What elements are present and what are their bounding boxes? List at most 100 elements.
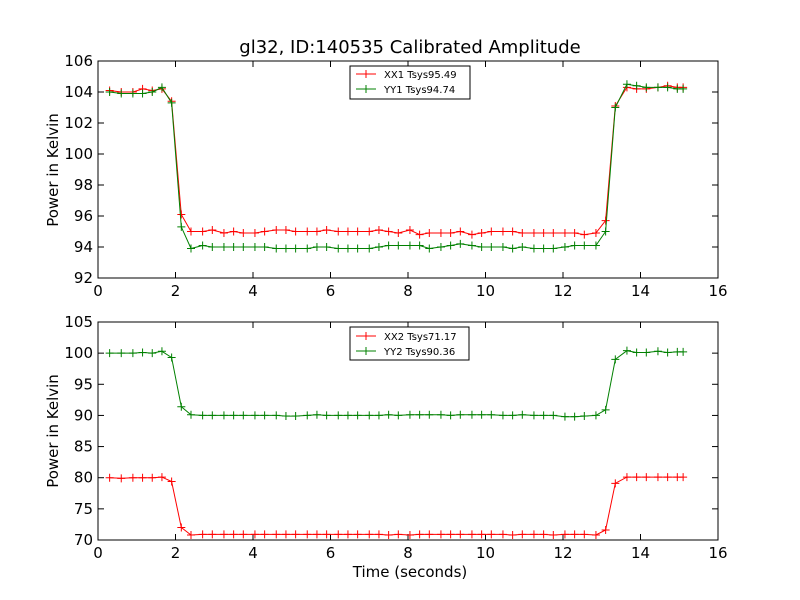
data-point [591, 531, 600, 540]
data-point [384, 227, 393, 236]
data-point [601, 526, 610, 535]
data-point [611, 355, 620, 364]
data-point [487, 410, 496, 419]
data-point [250, 243, 259, 251]
data-point [177, 523, 186, 532]
x-tick-label: 2 [171, 544, 181, 562]
x-tick-label: 12 [553, 544, 572, 562]
data-point [157, 473, 166, 482]
data-point [560, 243, 569, 251]
data-point [436, 243, 445, 251]
data-point [570, 530, 579, 539]
data-point [549, 531, 558, 540]
data-point [653, 347, 662, 356]
data-point [303, 244, 312, 253]
data-point [281, 244, 290, 253]
data-point [653, 473, 662, 482]
x-axis-label: Time (seconds) [352, 563, 468, 581]
legend-entry: XX2 Tsys71.17 [356, 332, 457, 343]
legend-box [349, 326, 470, 361]
data-point [177, 210, 186, 219]
data-point [487, 530, 496, 539]
data-point [394, 530, 403, 539]
legend-entry: YY1 Tsys94.74 [356, 85, 455, 96]
legend-entry: YY2 Tsys90.36 [356, 347, 455, 358]
data-point [436, 229, 445, 238]
data-point [198, 227, 207, 236]
legend-marker [362, 347, 370, 355]
data-point [456, 410, 465, 419]
data-point [239, 243, 248, 251]
data-point [229, 530, 238, 539]
data-point [405, 241, 414, 250]
data-point [128, 473, 137, 482]
data-point [518, 530, 527, 539]
data-point [187, 244, 195, 253]
data-point [384, 241, 393, 250]
data-point [343, 227, 352, 236]
y-tick-label: 106 [64, 52, 93, 70]
bottom-plot: Power in Kelvin Time (seconds) 0 2 4 6 8 10 12… [44, 313, 728, 581]
data-point [208, 225, 217, 234]
data-point [272, 411, 281, 420]
data-point [272, 244, 281, 253]
x-tick-label: 12 [553, 282, 572, 300]
data-point [663, 348, 672, 357]
data-point [177, 222, 186, 231]
data-point [642, 83, 651, 92]
data-point [148, 88, 157, 96]
data-point [415, 410, 424, 419]
data-point [187, 227, 195, 236]
x-tick-label: 6 [326, 282, 336, 300]
data-point [529, 411, 538, 420]
data-point [239, 530, 248, 539]
data-point [353, 530, 362, 539]
top-plot-frame [97, 60, 719, 279]
y-tick-label: 105 [64, 313, 93, 331]
data-point [591, 241, 600, 250]
data-point [467, 410, 476, 419]
x-tick-label: 6 [326, 544, 336, 562]
data-point [487, 227, 496, 236]
data-point [229, 227, 238, 236]
data-point [632, 81, 641, 90]
x-tick-label: 0 [93, 544, 103, 562]
data-point [365, 411, 374, 420]
data-point [250, 229, 259, 238]
data-point [260, 530, 269, 539]
y-tick-label: 75 [74, 500, 93, 518]
data-point [456, 227, 465, 236]
data-point [198, 411, 207, 420]
data-point [632, 348, 641, 357]
bottom-legend: XX2 Tsys71.17 YY2 Tsys90.36 [349, 326, 470, 361]
data-point [272, 225, 281, 234]
data-point [415, 530, 424, 539]
data-point [281, 412, 290, 421]
data-point [250, 530, 259, 539]
data-point [405, 410, 414, 419]
data-point [570, 412, 579, 421]
data-point [312, 243, 321, 251]
data-point [477, 530, 486, 539]
data-point [642, 473, 651, 482]
data-point [405, 531, 414, 540]
legend-label-xx1: XX1 Tsys95.49 [384, 70, 457, 81]
data-point [239, 411, 248, 420]
data-point [570, 229, 579, 238]
data-point [138, 89, 147, 98]
data-point [353, 244, 362, 253]
data-point [425, 229, 434, 238]
x-tick-label: 10 [476, 544, 495, 562]
legend-box [349, 65, 471, 100]
data-point [508, 244, 517, 253]
data-point [498, 227, 507, 236]
data-point [611, 103, 620, 112]
data-point [353, 411, 362, 420]
data-point [105, 473, 114, 482]
data-point [405, 225, 414, 234]
y-axis-label: Power in Kelvin [44, 113, 62, 227]
data-point [508, 531, 517, 540]
data-point [549, 411, 558, 420]
